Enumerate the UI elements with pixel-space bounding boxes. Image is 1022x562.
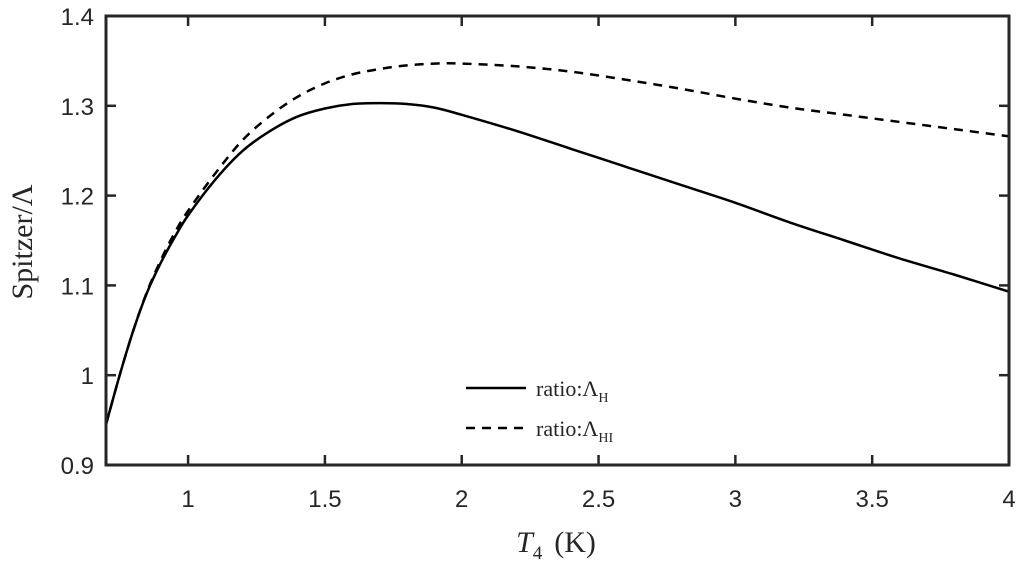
plot-frame: [104, 14, 1011, 467]
x-tick-label: 1: [181, 486, 194, 513]
x-axis-label-symbol: T: [516, 526, 535, 559]
series-lines: [104, 62, 1010, 425]
series-line-solid: [104, 101, 1010, 425]
y-tick-labels: 0.9 1 1.1 1.2 1.3 1.4: [61, 4, 94, 480]
legend-label-dashed: ratio:ΛHI: [536, 416, 614, 446]
x-tick-label: 2.5: [582, 486, 615, 513]
legend: ratio:ΛH ratio:ΛHI: [466, 376, 614, 446]
x-tick-label: 1.5: [308, 486, 341, 513]
y-axis-label: Spitzer/Λ: [6, 184, 39, 299]
y-tick-label: 1.4: [61, 4, 94, 31]
x-tick-labels: 1 1.5 2 2.5 3 3.5 4: [181, 486, 1015, 513]
y-tick-label: 1.2: [61, 184, 94, 211]
x-axis-label: T4 (K): [516, 526, 596, 562]
series-line-dashed: [104, 62, 1010, 425]
x-tick-label: 3: [729, 486, 742, 513]
x-tick-label: 3.5: [855, 486, 888, 513]
legend-label-solid-sub: H: [598, 391, 608, 406]
legend-label-dashed-text: ratio:Λ: [536, 416, 598, 441]
x-tick-label: 4: [1002, 486, 1015, 513]
x-tick-label: 2: [455, 486, 468, 513]
y-tick-label: 1.1: [61, 273, 94, 300]
x-axis-label-unit: (K): [554, 526, 596, 559]
y-tick-label: 1.3: [61, 94, 94, 121]
y-tick-label: 1: [81, 363, 94, 390]
legend-label-dashed-sub: HI: [598, 431, 613, 446]
legend-label-solid: ratio:ΛH: [536, 376, 609, 406]
legend-label-solid-text: ratio:Λ: [536, 376, 598, 401]
y-tick-label: 0.9: [61, 453, 94, 480]
x-axis-label-subscript: 4: [533, 543, 543, 562]
